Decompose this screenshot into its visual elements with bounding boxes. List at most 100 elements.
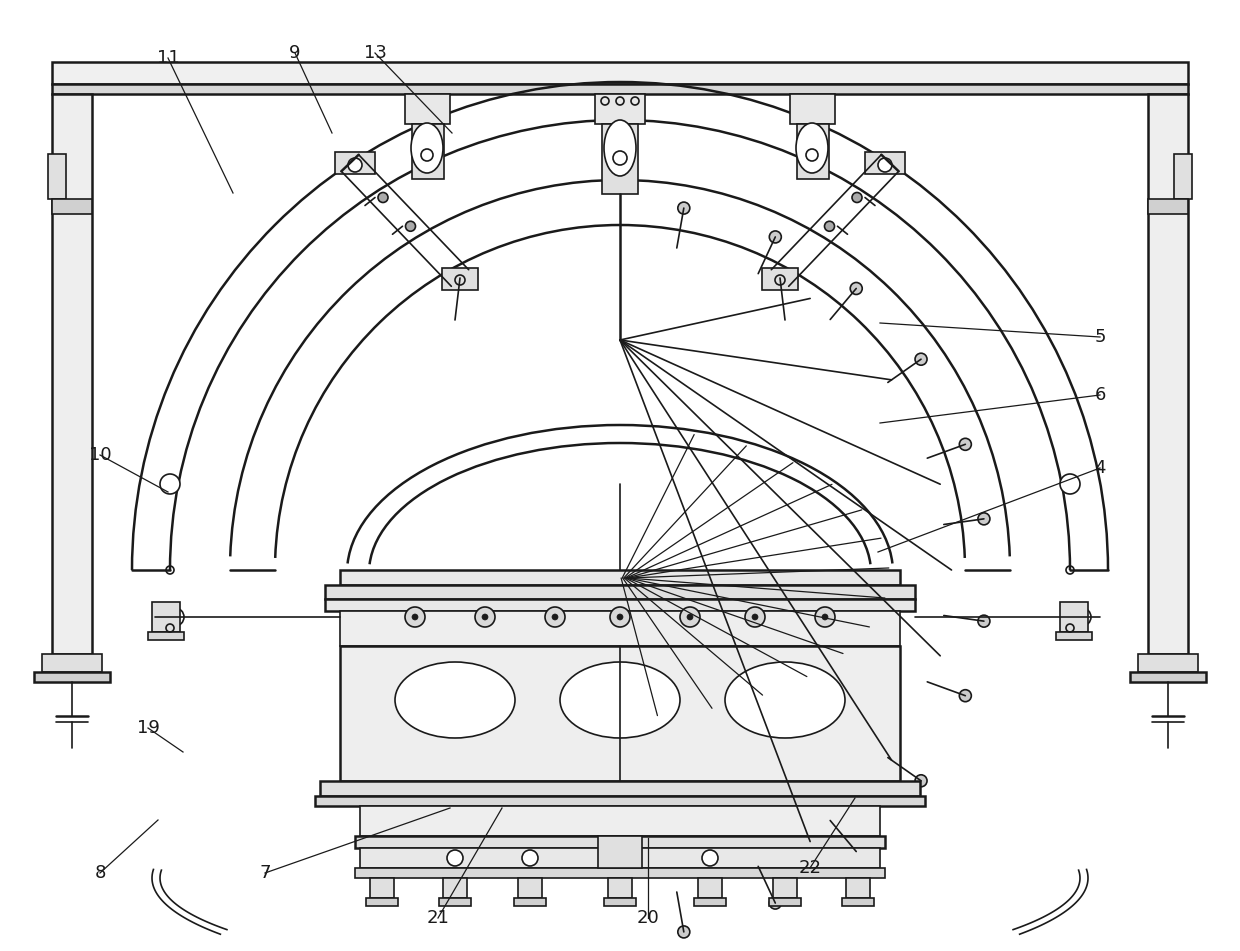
Bar — [355, 868, 885, 878]
Bar — [1060, 602, 1087, 632]
Circle shape — [546, 607, 565, 627]
Circle shape — [915, 775, 928, 786]
Text: 11: 11 — [156, 49, 180, 67]
Text: 8: 8 — [94, 864, 105, 882]
Circle shape — [613, 151, 627, 165]
Bar — [1056, 632, 1092, 640]
Bar — [866, 152, 905, 174]
Circle shape — [618, 614, 622, 620]
Bar — [439, 898, 471, 906]
Bar — [604, 898, 636, 906]
Bar — [601, 124, 639, 194]
Ellipse shape — [725, 662, 844, 738]
Bar — [33, 672, 110, 682]
Bar — [598, 836, 642, 868]
Bar — [340, 646, 900, 781]
Bar — [1138, 654, 1198, 672]
Text: 22: 22 — [799, 859, 821, 877]
Bar — [355, 836, 885, 848]
Circle shape — [769, 897, 781, 909]
Circle shape — [160, 474, 180, 494]
Circle shape — [745, 607, 765, 627]
Bar — [441, 268, 477, 290]
Circle shape — [978, 615, 990, 627]
Text: 19: 19 — [136, 719, 160, 737]
Bar — [842, 898, 874, 906]
Bar — [515, 898, 546, 906]
Circle shape — [769, 231, 781, 243]
Circle shape — [915, 353, 928, 365]
Text: 13: 13 — [363, 44, 387, 62]
Circle shape — [1060, 474, 1080, 494]
Circle shape — [978, 513, 990, 525]
Bar — [1174, 154, 1192, 199]
Bar — [443, 878, 467, 898]
Ellipse shape — [604, 120, 636, 176]
Bar — [694, 898, 725, 906]
Bar — [320, 781, 920, 796]
Bar — [1148, 199, 1188, 214]
Circle shape — [751, 614, 758, 620]
Ellipse shape — [560, 662, 680, 738]
Bar — [325, 585, 915, 599]
Bar — [52, 84, 1188, 94]
Bar — [412, 124, 444, 179]
Circle shape — [613, 850, 627, 866]
Bar — [52, 199, 92, 214]
Ellipse shape — [396, 662, 515, 738]
Bar — [1148, 94, 1188, 654]
Bar — [797, 124, 830, 179]
Circle shape — [610, 607, 630, 627]
Bar — [763, 268, 799, 290]
Circle shape — [348, 158, 362, 172]
Bar — [325, 599, 915, 611]
Circle shape — [822, 614, 828, 620]
Bar — [608, 878, 632, 898]
Bar — [148, 632, 184, 640]
Bar — [366, 898, 398, 906]
Text: 21: 21 — [427, 909, 449, 927]
Bar — [315, 796, 925, 806]
Bar — [335, 152, 374, 174]
Bar — [48, 154, 66, 199]
Bar — [52, 94, 92, 654]
Circle shape — [678, 926, 689, 938]
Circle shape — [825, 222, 835, 231]
Circle shape — [851, 845, 862, 858]
Circle shape — [960, 438, 971, 451]
Bar — [846, 878, 870, 898]
Circle shape — [166, 608, 184, 626]
Circle shape — [422, 149, 433, 161]
Bar — [773, 878, 797, 898]
Circle shape — [680, 607, 701, 627]
Circle shape — [552, 614, 558, 620]
Bar — [595, 94, 645, 124]
Text: 7: 7 — [259, 864, 270, 882]
Circle shape — [806, 149, 818, 161]
Circle shape — [522, 850, 538, 866]
Circle shape — [878, 158, 892, 172]
Circle shape — [702, 850, 718, 866]
Circle shape — [378, 192, 388, 203]
Circle shape — [412, 614, 418, 620]
Text: 4: 4 — [1094, 459, 1106, 477]
Text: 5: 5 — [1094, 328, 1106, 346]
Circle shape — [852, 192, 862, 203]
Ellipse shape — [796, 123, 828, 173]
Bar — [360, 806, 880, 836]
Circle shape — [405, 607, 425, 627]
Bar — [42, 654, 102, 672]
Bar — [1130, 672, 1207, 682]
Bar — [360, 848, 880, 868]
Text: 10: 10 — [89, 446, 112, 464]
Circle shape — [815, 607, 835, 627]
Bar — [340, 570, 900, 585]
Bar — [153, 602, 180, 632]
Text: 9: 9 — [289, 44, 301, 62]
Circle shape — [1073, 608, 1091, 626]
Circle shape — [960, 689, 971, 702]
Circle shape — [475, 607, 495, 627]
Bar — [370, 878, 394, 898]
Ellipse shape — [410, 123, 443, 173]
Text: 6: 6 — [1095, 386, 1106, 404]
